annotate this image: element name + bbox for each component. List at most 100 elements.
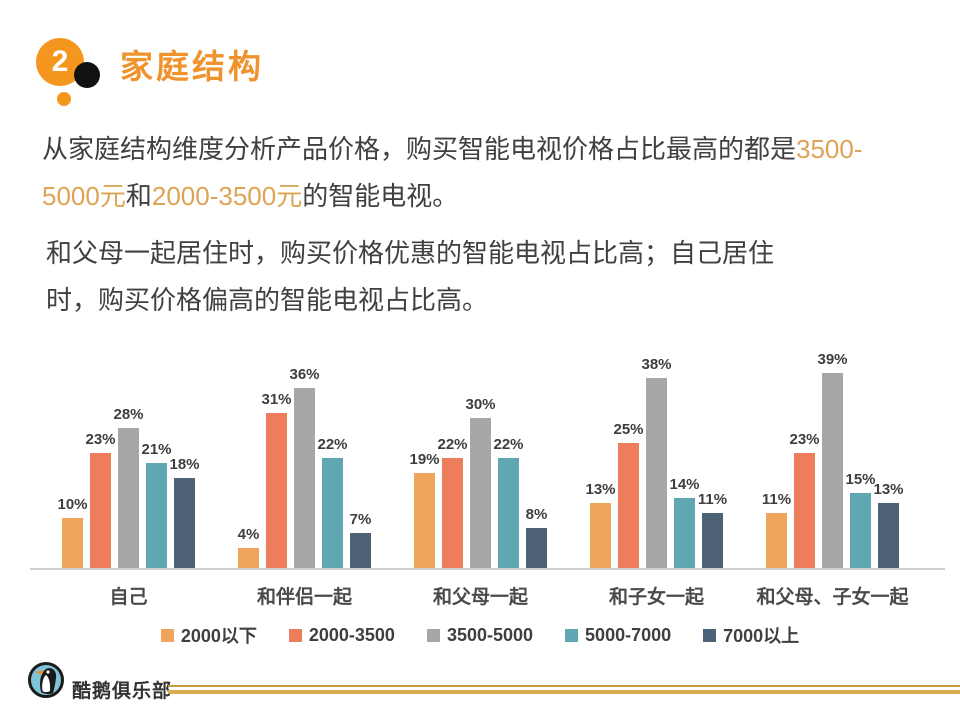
category-label: 和父母、子女一起: [756, 587, 909, 608]
legend-label: 2000以下: [180, 626, 257, 646]
bar-2000以下: 13%: [585, 481, 616, 568]
bar-2000-3500: 23%: [789, 431, 820, 568]
bar-3500-5000: 38%: [641, 356, 672, 568]
legend-swatch: [565, 628, 579, 642]
legend-item: 7000以上: [703, 622, 799, 648]
chart-legend: 2000以下 2000-3500 3500-5000 5000-7000 7000以上: [0, 622, 960, 648]
bar-value-label: 39%: [817, 351, 848, 368]
bar-rect: [702, 513, 723, 568]
bar-2000以下: 4%: [238, 526, 259, 568]
bar-rect: [822, 373, 843, 568]
category-cell: 和父母一起: [414, 582, 547, 609]
bar-2000-3500: 23%: [85, 431, 116, 568]
bar-value-label: 22%: [493, 436, 524, 453]
bar-2000-3500: 25%: [613, 421, 644, 568]
brand-logo: [27, 661, 65, 704]
bar-value-label: 19%: [409, 451, 440, 468]
bar-rect: [498, 458, 519, 568]
bar-2000以下: 11%: [762, 491, 791, 568]
bar-rect: [470, 418, 491, 568]
category-label: 和父母一起: [432, 587, 528, 608]
bar-rect: [238, 548, 259, 568]
bar-5000-7000: 14%: [669, 476, 700, 568]
bar-value-label: 22%: [317, 436, 348, 453]
bar-2000-3500: 22%: [437, 436, 468, 568]
bar-5000-7000: 22%: [493, 436, 524, 568]
page-title: 家庭结构: [120, 48, 264, 85]
penguin-logo-icon: [28, 662, 64, 698]
bar-value-label: 21%: [141, 441, 172, 458]
bar-value-label: 13%: [873, 481, 904, 498]
bar-2000以下: 10%: [57, 496, 88, 568]
bar-value-label: 15%: [845, 471, 876, 488]
category-cell: 和父母、子女一起: [757, 582, 909, 609]
bar-rect: [646, 378, 667, 568]
price-highlight-2: 2000-3500元: [151, 181, 303, 211]
bar-rect: [618, 443, 639, 568]
paragraph-1: 从家庭结构维度分析产品价格，购买智能电视价格占比最高的都是3500-5000元和…: [42, 126, 872, 220]
bar-rect: [266, 413, 287, 568]
legend-swatch: [426, 628, 440, 642]
category-label: 和伴侣一起: [256, 587, 352, 608]
bar-value-label: 4%: [237, 526, 260, 543]
bar-7000以上: 11%: [698, 491, 727, 568]
section-number: 2: [36, 38, 84, 86]
bar-rect: [674, 498, 695, 568]
bar-3500-5000: 36%: [289, 366, 320, 568]
bar-7000以上: 18%: [169, 456, 200, 568]
section-number-badge: 2: [34, 30, 112, 108]
bar-2000-3500: 31%: [261, 391, 292, 568]
bar-value-label: 28%: [113, 406, 144, 423]
bar-7000以上: 13%: [873, 481, 904, 568]
bar-value-label: 23%: [789, 431, 820, 448]
category-label: 自己: [109, 587, 148, 608]
paragraph-1-text: 从家庭结构维度分析产品价格，购买智能电视价格占比最高的都是: [42, 134, 797, 164]
bar-group: 4% 31% 36% 22% 7%: [238, 366, 371, 568]
price-highlight-1: 3500-5000元: [42, 134, 863, 211]
bar-5000-7000: 15%: [845, 471, 876, 568]
bar-value-label: 30%: [465, 396, 496, 413]
bar-rect: [414, 473, 435, 568]
bar-value-label: 18%: [169, 456, 200, 473]
category-cell: 和子女一起: [590, 582, 723, 609]
bar-7000以上: 7%: [350, 511, 371, 568]
chart-category-labels: 自己 和伴侣一起 和父母一起 和子女一起 和父母、子女一起: [62, 582, 909, 609]
legend-item: 2000以下: [160, 622, 257, 648]
category-cell: 和伴侣一起: [238, 582, 371, 609]
legend-label: 5000-7000: [585, 624, 672, 645]
bar-rect: [350, 533, 371, 568]
brand-name: 酷鹅俱乐部: [72, 681, 173, 702]
bar-rect: [118, 428, 139, 568]
chart-baseline: [30, 568, 945, 570]
bar-value-label: 10%: [57, 496, 88, 513]
bar-value-label: 23%: [85, 431, 116, 448]
legend-label: 3500-5000: [446, 624, 534, 645]
bar-group: 13% 25% 38% 14% 11%: [585, 356, 727, 568]
bar-value-label: 38%: [641, 356, 672, 373]
legend-item: 5000-7000: [565, 622, 671, 648]
bar-value-label: 8%: [525, 506, 548, 523]
bar-rect: [90, 453, 111, 568]
badge-orange-dot: [57, 92, 71, 106]
bar-rect: [794, 453, 815, 568]
badge-black-dot: [74, 62, 100, 88]
bar-value-label: 36%: [289, 366, 320, 383]
paragraph-1-connector: 和: [125, 181, 152, 211]
bar-rect: [174, 478, 195, 568]
category-label: 和子女一起: [608, 587, 704, 608]
category-cell: 自己: [62, 582, 195, 609]
paragraph-1-tail: 的智能电视。: [302, 181, 459, 211]
bar-rect: [442, 458, 463, 568]
bar-rect: [294, 388, 315, 568]
bar-3500-5000: 30%: [465, 396, 496, 568]
bar-value-label: 13%: [585, 481, 616, 498]
bar-value-label: 25%: [613, 421, 644, 438]
footer-divider-thick: [168, 690, 960, 694]
bar-rect: [62, 518, 83, 568]
bar-value-label: 11%: [761, 491, 792, 508]
bar-value-label: 11%: [697, 491, 728, 508]
legend-item: 3500-5000: [426, 622, 534, 648]
bar-rect: [766, 513, 787, 568]
bar-group: 19% 22% 30% 22% 8%: [409, 396, 548, 568]
